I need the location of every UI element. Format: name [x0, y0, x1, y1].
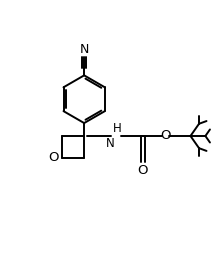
Text: O: O [160, 130, 171, 143]
Text: H: H [113, 122, 121, 135]
Text: N: N [79, 43, 89, 56]
Text: O: O [48, 151, 59, 164]
Text: O: O [138, 164, 148, 177]
Text: N: N [106, 137, 115, 150]
